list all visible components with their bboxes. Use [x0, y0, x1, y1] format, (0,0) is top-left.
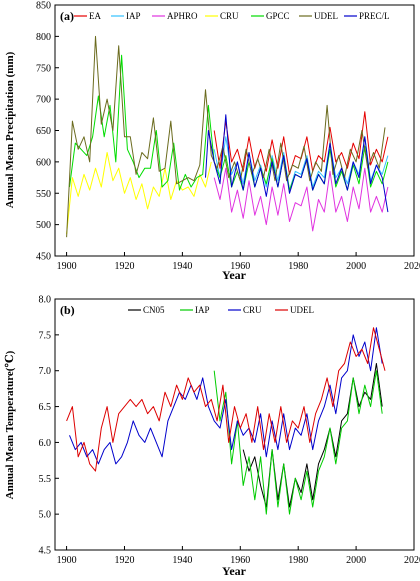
series-line-gpcc	[69, 54, 389, 191]
y-tick-label: 6.5	[39, 402, 52, 413]
x-tick-label: 1920	[114, 555, 134, 566]
legend-label: IAP	[195, 305, 210, 315]
x-tick-label: 1900	[57, 261, 77, 272]
x-tick-label: 1980	[288, 261, 308, 272]
x-tick-label: 2020	[404, 555, 420, 566]
series-line-cru	[69, 327, 383, 465]
legend-label: UDEL	[314, 11, 338, 21]
legend-label: CRU	[220, 11, 239, 21]
legend-item: IAP	[111, 11, 141, 21]
y-tick-label: 500	[36, 220, 51, 231]
x-tick-label: 1960	[230, 261, 250, 272]
series-line-udel	[66, 327, 386, 472]
series-line-aphro	[213, 167, 389, 232]
legend-item: EA	[74, 11, 101, 21]
y-tick-label: 7.0	[39, 366, 52, 377]
tick-group: 1900 1920 1940 1960 1980 2000 2020 4.5 5.0 5.5 6.0…	[39, 295, 420, 567]
legend-item: UDEL	[299, 11, 338, 21]
legend-item: UDEL	[275, 305, 314, 315]
x-tick-label: 2000	[346, 555, 366, 566]
x-tick-label: 1940	[172, 555, 192, 566]
series-line-iap	[213, 370, 383, 515]
y-axis-label: Annual Mean Precipitation (mm)	[4, 51, 16, 208]
legend-item: CRU	[205, 11, 239, 21]
legend-label: CN05	[143, 305, 165, 315]
legend-item: PREC/L	[344, 11, 390, 21]
y-tick-label: 5.5	[39, 474, 52, 485]
legend: CN05 IAP CRU UDEL	[128, 305, 314, 315]
legend-label: UDEL	[290, 305, 314, 315]
y-tick-label: 7.5	[39, 330, 52, 341]
panel-a: (a) Annual Mean Precipitation (mm) Year …	[4, 1, 420, 283]
x-tick-label: 2000	[346, 261, 366, 272]
y-tick-label: 600	[36, 157, 51, 168]
y-tick-label: 750	[36, 63, 51, 74]
panel-label: (b)	[60, 303, 75, 317]
legend-label: CRU	[243, 305, 262, 315]
y-tick-label: 700	[36, 95, 51, 106]
y-tick-label: 650	[36, 126, 51, 137]
x-tick-label: 1900	[57, 555, 77, 566]
legend-label: EA	[89, 11, 101, 21]
panel-label: (a)	[60, 9, 74, 23]
y-tick-label: 550	[36, 189, 51, 200]
y-tick-label: 800	[36, 32, 51, 43]
legend-item: CRU	[228, 305, 262, 315]
plot-frame	[54, 298, 415, 551]
series-line-udel	[66, 35, 386, 238]
x-axis-label: Year	[222, 268, 247, 282]
y-tick-label: 5.0	[39, 510, 52, 521]
legend-label: GPCC	[266, 11, 290, 21]
legend-label: PREC/L	[359, 11, 390, 21]
series-group	[66, 35, 389, 238]
y-axis-label: Annual Mean Temperature(℃)	[4, 350, 16, 499]
x-tick-label: 2020	[404, 261, 420, 272]
series-group	[66, 327, 386, 515]
y-tick-label: 8.0	[39, 295, 52, 306]
y-tick-label: 6.0	[39, 438, 52, 449]
x-tick-label: 1920	[114, 261, 134, 272]
series-line-cn05	[242, 363, 383, 508]
legend-label: IAP	[126, 11, 141, 21]
x-tick-label: 1940	[172, 261, 192, 272]
tick-group: 1900 1920 1940 1960 1980 2000 2020 450 500 550 600…	[36, 1, 420, 273]
legend-item: CN05	[128, 305, 165, 315]
legend-item: APHRO	[152, 11, 198, 21]
plot-frame	[54, 4, 415, 257]
legend-label: APHRO	[167, 11, 198, 21]
panel-b: (b) Annual Mean Temperature(℃) Year 1900…	[4, 295, 420, 579]
legend-item: IAP	[180, 305, 210, 315]
legend-item: GPCC	[251, 11, 290, 21]
y-tick-label: 4.5	[39, 546, 52, 557]
series-line-cru	[66, 152, 212, 235]
x-tick-label: 1980	[288, 555, 308, 566]
y-tick-label: 850	[36, 1, 51, 12]
x-tick-label: 1960	[230, 555, 250, 566]
legend: EA IAP APHRO CRU GPCC UDEL PREC/L	[74, 11, 390, 21]
x-axis-label: Year	[222, 564, 247, 578]
y-tick-label: 450	[36, 252, 51, 263]
series-line-prec-l	[205, 114, 389, 213]
